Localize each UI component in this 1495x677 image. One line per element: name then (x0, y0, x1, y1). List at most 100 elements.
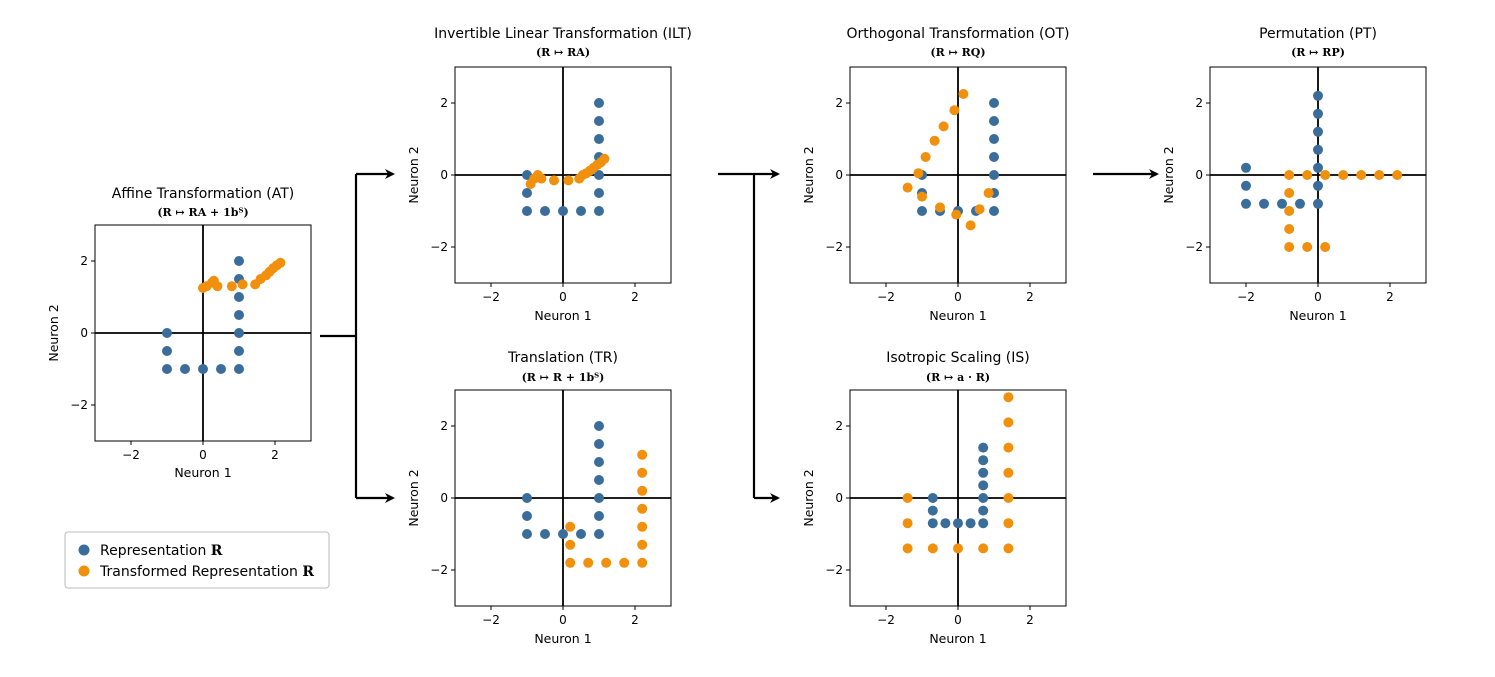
point-transformed (1284, 242, 1295, 252)
point-transformed (902, 518, 913, 529)
point-transformed (920, 152, 931, 162)
legend-marker-transformed (78, 565, 90, 577)
y-tick-label: 0 (440, 491, 448, 505)
point-representation (522, 511, 532, 521)
panel-subtitle: (R ↦ RA) (536, 46, 590, 59)
point-transformed (935, 202, 945, 213)
point-representation (162, 346, 172, 356)
panel-title: Permutation (PT) (1259, 26, 1377, 42)
panel-title: Orthogonal Transformation (OT) (847, 26, 1070, 42)
panel-subtitle: (R ↦ RQ) (930, 46, 985, 59)
point-representation (540, 529, 550, 539)
point-representation (989, 206, 999, 216)
y-axis-label: Neuron 2 (1161, 146, 1176, 203)
legend-label-transformed: Transformed Representation R (99, 564, 314, 580)
x-tick-label: 0 (559, 613, 567, 627)
point-representation (940, 518, 951, 529)
point-representation (989, 98, 999, 108)
point-representation (162, 364, 172, 374)
x-tick-label: 2 (271, 448, 279, 462)
point-representation (917, 206, 927, 216)
y-tick-label: −2 (430, 240, 448, 254)
point-representation (978, 467, 989, 478)
legend-marker-representation (78, 544, 90, 556)
panel-orthogonal-transformation: Orthogonal Transformation (OT) (R ↦ RQ) … (801, 26, 1069, 323)
point-representation (234, 256, 244, 266)
panel-translation: Translation (TR) (R ↦ R + 1bᵀ) −2 0 2−202 … (406, 350, 672, 646)
point-transformed (965, 220, 976, 231)
point-transformed (902, 493, 913, 503)
x-tick-label: 0 (954, 613, 962, 627)
legend-box (64, 531, 330, 589)
point-representation (594, 457, 604, 467)
point-representation (594, 475, 604, 485)
y-tick-label: 0 (835, 491, 843, 505)
point-transformed (927, 543, 938, 554)
point-representation (198, 364, 208, 374)
point-transformed (1003, 493, 1014, 503)
point-transformed (1003, 518, 1014, 529)
arrow-at-branch (320, 174, 358, 498)
point-transformed (1003, 467, 1014, 478)
point-representation (234, 328, 244, 338)
point-representation (558, 529, 568, 539)
x-tick-label: 0 (1314, 290, 1322, 304)
point-transformed (212, 281, 223, 292)
point-transformed (637, 557, 648, 568)
point-representation (989, 152, 999, 162)
panel-title: Affine Transformation (AT) (112, 186, 295, 202)
x-tick-label: −2 (122, 448, 140, 462)
point-transformed (637, 521, 648, 532)
y-tick-label: 2 (835, 96, 843, 110)
y-axis-label: Neuron 2 (801, 469, 816, 526)
point-representation (978, 493, 989, 503)
point-transformed (1302, 242, 1313, 252)
point-representation (1259, 198, 1269, 209)
y-tick-label: 0 (835, 168, 843, 182)
point-representation (989, 134, 999, 144)
point-representation (1241, 162, 1251, 173)
panel-permutation: Permutation (PT) (R ↦ RP) −2 0 2 −2 0 2 Neuro… (1161, 26, 1427, 323)
point-transformed (619, 557, 630, 568)
y-tick-label: 2 (440, 96, 448, 110)
point-transformed (565, 539, 576, 550)
point-representation (978, 480, 989, 491)
point-representation (594, 170, 604, 180)
x-tick-label: 2 (631, 290, 639, 304)
point-transformed (226, 281, 237, 292)
point-transformed (637, 539, 648, 550)
point-representation (927, 493, 938, 503)
point-transformed (902, 182, 913, 193)
point-representation (594, 206, 604, 216)
panel-title: Translation (TR) (507, 350, 618, 366)
point-representation (965, 518, 976, 529)
point-transformed (237, 279, 248, 290)
point-transformed (1284, 206, 1295, 216)
point-transformed (983, 188, 994, 198)
point-transformed (637, 467, 648, 478)
y-tick-label: 0 (440, 168, 448, 182)
y-tick-label: −2 (1185, 240, 1203, 254)
y-axis-label: Neuron 2 (801, 146, 816, 203)
panel-subtitle: (R ↦ RP) (1291, 46, 1345, 59)
point-representation (234, 310, 244, 320)
point-representation (1241, 198, 1251, 209)
point-representation (594, 439, 604, 449)
point-transformed (1302, 170, 1313, 180)
point-transformed (637, 503, 648, 514)
point-transformed (1284, 224, 1295, 234)
point-representation (576, 529, 586, 539)
x-tick-label: −2 (482, 613, 500, 627)
panel-title: Invertible Linear Transformation (ILT) (434, 26, 692, 42)
point-transformed (949, 105, 960, 116)
x-tick-label: 0 (199, 448, 207, 462)
point-representation (594, 134, 604, 144)
x-tick-label: −2 (482, 290, 500, 304)
point-representation (180, 364, 190, 374)
point-transformed (563, 175, 574, 186)
y-tick-label: 0 (80, 326, 88, 340)
point-transformed (953, 543, 963, 554)
y-tick-label: −2 (825, 563, 843, 577)
x-axis-label: Neuron 1 (534, 631, 591, 646)
point-transformed (1338, 170, 1349, 180)
